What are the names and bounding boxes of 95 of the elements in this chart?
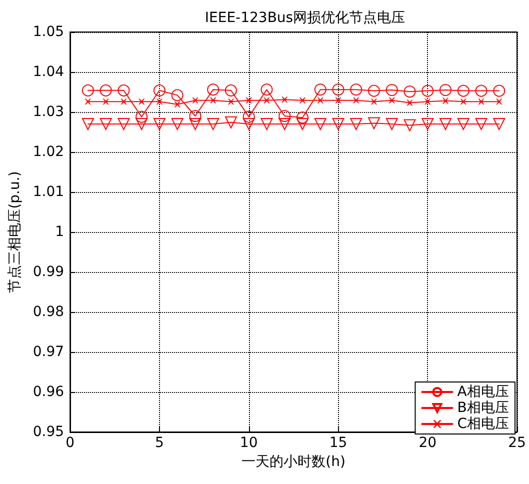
- y-tick-label: 1.03: [32, 104, 64, 120]
- y-tick-label: 0.95: [32, 424, 64, 440]
- x-tick-label: 15: [329, 435, 348, 451]
- point: [350, 84, 362, 96]
- y-tick-label: 1.04: [32, 64, 64, 80]
- y-tick-label: 0.96: [32, 384, 64, 400]
- point: [388, 97, 395, 104]
- point: [386, 84, 398, 96]
- point: [136, 110, 148, 123]
- point: [120, 98, 127, 105]
- point: [192, 97, 198, 104]
- point: [260, 118, 273, 130]
- point: [370, 98, 377, 105]
- point: [368, 84, 380, 97]
- y-tick-label: 0.99: [32, 264, 64, 280]
- point: [100, 84, 112, 96]
- y-tick-label: 0.98: [32, 304, 64, 320]
- point: [335, 97, 342, 104]
- point: [153, 84, 166, 96]
- point: [475, 84, 488, 97]
- point: [278, 118, 291, 130]
- point: [496, 98, 502, 105]
- point: [189, 110, 202, 122]
- point: [457, 84, 470, 97]
- point: [207, 118, 220, 130]
- point: [493, 84, 506, 97]
- point: [260, 84, 273, 96]
- point: [189, 118, 202, 130]
- point: [314, 84, 326, 96]
- point: [296, 118, 308, 130]
- point: [102, 98, 109, 105]
- point: [224, 84, 237, 96]
- point: [332, 118, 344, 130]
- point: [118, 84, 130, 96]
- point: [207, 84, 220, 96]
- point: [422, 118, 434, 130]
- x-tick-label: 0: [66, 435, 75, 451]
- point: [386, 118, 398, 130]
- point: [224, 116, 237, 128]
- point: [457, 118, 470, 130]
- y-tick-label: 0.97: [32, 344, 64, 360]
- chart-title: IEEE-123Bus网损优化节点电压: [204, 10, 406, 26]
- point: [422, 84, 434, 97]
- point: [100, 118, 112, 130]
- point: [171, 118, 184, 130]
- y-tick-label: 1.02: [32, 144, 64, 160]
- y-axis-title: 节点三相电压(p.u.): [7, 171, 23, 293]
- point: [440, 84, 452, 96]
- x-tick-label: 10: [240, 435, 258, 451]
- point: [82, 84, 94, 96]
- point: [210, 97, 216, 104]
- point: [282, 96, 288, 103]
- y-tick-label: 1.05: [32, 24, 64, 40]
- y-tick-label: 1.01: [32, 184, 64, 200]
- point: [136, 118, 148, 130]
- y-tick-label: 1: [55, 224, 64, 240]
- point: [242, 118, 255, 130]
- point: [156, 98, 162, 105]
- point: [82, 118, 94, 130]
- point: [332, 84, 344, 96]
- point: [406, 100, 413, 106]
- point: [296, 112, 308, 124]
- point: [153, 118, 166, 130]
- x-tick-label: 20: [418, 435, 437, 451]
- point: [314, 118, 326, 130]
- x-tick-label: 25: [508, 435, 526, 451]
- point: [493, 118, 506, 130]
- point: [299, 97, 306, 104]
- point: [171, 89, 184, 102]
- point: [138, 98, 145, 105]
- point: [84, 98, 91, 105]
- point: [404, 86, 416, 98]
- legend-label: A相电压: [457, 384, 509, 400]
- point: [264, 97, 270, 104]
- point: [246, 97, 252, 104]
- point: [353, 97, 360, 104]
- point: [475, 118, 488, 130]
- point: [350, 118, 362, 130]
- point: [439, 118, 452, 130]
- point: [404, 119, 416, 132]
- point: [478, 98, 484, 105]
- x-tick-label: 5: [154, 435, 164, 451]
- legend-label: C相电压: [457, 416, 510, 432]
- point: [278, 110, 291, 122]
- point: [228, 98, 234, 105]
- point: [424, 98, 431, 105]
- point: [460, 98, 466, 105]
- point: [242, 110, 255, 123]
- point: [118, 118, 130, 130]
- point: [174, 101, 180, 108]
- point: [317, 97, 324, 104]
- point: [368, 117, 380, 130]
- x-axis-title: 一天的小时数(h): [242, 454, 346, 470]
- point: [442, 98, 448, 104]
- legend-label: B相电压: [457, 400, 509, 416]
